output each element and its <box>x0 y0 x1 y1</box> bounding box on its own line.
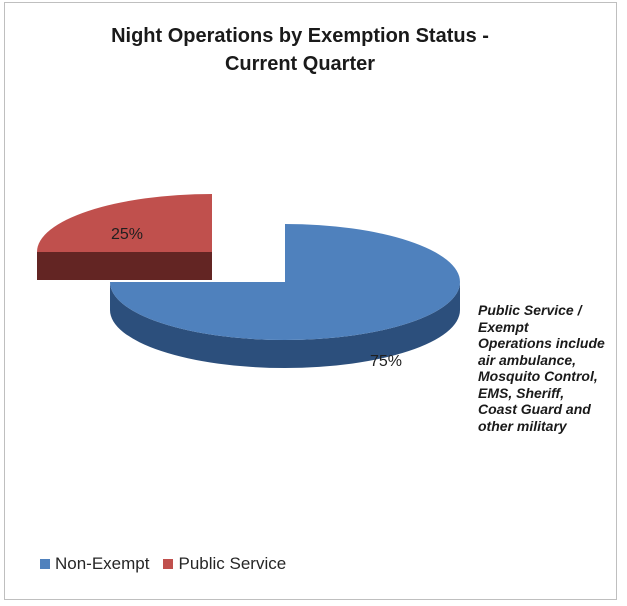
public-service-slice <box>37 194 212 252</box>
legend-swatch-public-service <box>163 559 174 569</box>
chart-title-line-2: Current Quarter <box>224 53 376 75</box>
legend-label-public-service: Public Service <box>178 554 287 573</box>
legend-swatch-non-exempt <box>40 559 50 569</box>
public-service-side-wall <box>37 252 212 280</box>
chart-legend: Non-Exempt Public Service <box>40 554 300 574</box>
legend-label-non-exempt: Non-Exempt <box>55 554 150 573</box>
non-exempt-slice <box>110 224 460 340</box>
chart-annotation: Public Service / Exempt Operations inclu… <box>478 302 605 434</box>
data-label-non-exempt: 75% <box>370 353 402 370</box>
chart-title: Night Operations by Exemption Status - C… <box>0 22 600 78</box>
legend-item-public-service: Public Service <box>163 554 286 574</box>
legend-item-non-exempt: Non-Exempt <box>40 554 149 574</box>
data-label-public-service: 25% <box>111 226 143 243</box>
chart-title-line-1: Night Operations by Exemption Status - <box>111 25 489 47</box>
non-exempt-side-wall <box>110 282 460 368</box>
